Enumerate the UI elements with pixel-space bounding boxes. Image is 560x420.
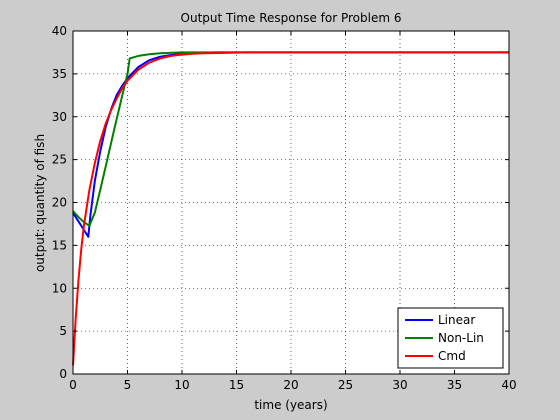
- chart-title: Output Time Response for Problem 6: [181, 11, 402, 25]
- x-tick-label: 5: [124, 378, 132, 392]
- y-tick-label: 25: [52, 153, 67, 167]
- x-tick-label: 30: [392, 378, 407, 392]
- y-axis-label: output: quantity of fish: [33, 134, 47, 272]
- legend-label: Cmd: [438, 349, 466, 363]
- y-tick-label: 15: [52, 238, 67, 252]
- x-tick-label: 25: [338, 378, 353, 392]
- x-tick-label: 35: [447, 378, 462, 392]
- y-tick-label: 0: [59, 367, 67, 381]
- x-tick-label: 20: [283, 378, 298, 392]
- y-tick-label: 40: [52, 24, 67, 38]
- y-tick-label: 35: [52, 67, 67, 81]
- x-tick-label: 15: [229, 378, 244, 392]
- grid: [73, 31, 509, 374]
- x-axis-label: time (years): [254, 398, 327, 412]
- x-tick-label: 0: [69, 378, 77, 392]
- y-tick-label: 10: [52, 281, 67, 295]
- legend-label: Linear: [438, 313, 475, 327]
- axis-ticks: 0 5 10 15 20 25 30 35 40 0 5 10 15 20 25 30 35 40: [52, 24, 517, 392]
- y-tick-label: 5: [59, 324, 67, 338]
- series-lines: [72, 51, 509, 366]
- y-tick-label: 20: [52, 196, 67, 210]
- y-tick-label: 30: [52, 110, 67, 124]
- series-line-cmd: [72, 51, 509, 366]
- legend-label: Non-Lin: [438, 331, 484, 345]
- x-tick-label: 40: [501, 378, 516, 392]
- legend: Linear Non-Lin Cmd: [397, 307, 504, 369]
- x-tick-label: 10: [174, 378, 189, 392]
